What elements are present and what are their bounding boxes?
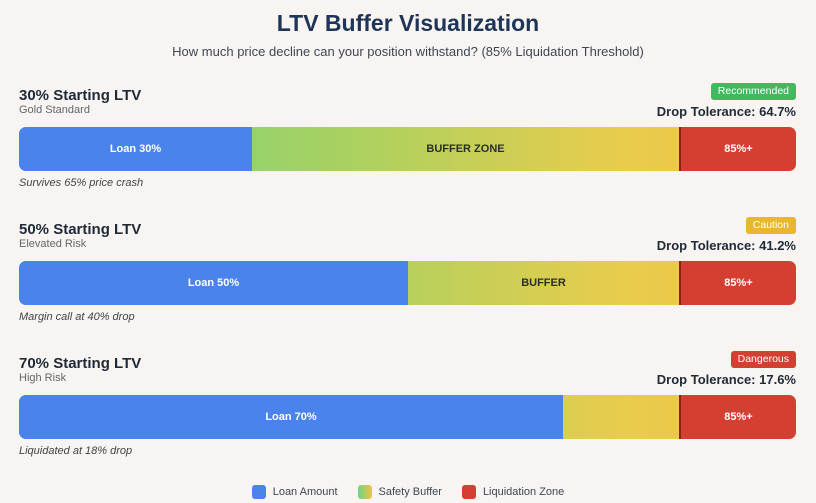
scenario-note: Liquidated at 18% drop xyxy=(19,445,133,457)
scenario-subtitle: Elevated Risk xyxy=(19,238,87,250)
drop-tolerance: Drop Tolerance: 41.2% xyxy=(656,238,796,253)
loan-segment: Loan 70% xyxy=(19,395,563,439)
liquidation-segment: 85%+ xyxy=(679,395,796,439)
scenario-1: 30% Starting LTV Gold Standard Recommended… xyxy=(19,83,796,197)
legend-label: Loan Amount xyxy=(272,486,338,498)
scenario-title: 30% Starting LTV xyxy=(19,87,142,104)
legend-swatch xyxy=(461,485,476,499)
drop-tolerance: Drop Tolerance: 64.7% xyxy=(656,104,796,119)
legend-label: Liquidation Zone xyxy=(482,486,565,498)
scenario-3: 70% Starting LTV High Risk Dangerous Drop T… xyxy=(19,351,796,465)
scenario-subtitle: Gold Standard xyxy=(19,104,90,116)
page-subtitle: How much price decline can your position… xyxy=(172,44,644,59)
legend-swatch xyxy=(251,485,266,499)
buffer-segment: BUFFER xyxy=(521,277,566,289)
scenario-2: 50% Starting LTV Elevated Risk Caution Drop… xyxy=(19,217,796,331)
status-badge: Caution xyxy=(745,217,796,234)
ltv-bar: Loan 70% 85%+ xyxy=(19,395,796,439)
scenario-note: Margin call at 40% drop xyxy=(19,311,135,323)
ltv-bar: Loan 50% BUFFER 85%+ xyxy=(19,261,796,305)
buffer-segment: BUFFER ZONE xyxy=(426,143,505,155)
buffer-segment xyxy=(563,395,679,439)
drop-tolerance: Drop Tolerance: 17.6% xyxy=(656,372,796,387)
legend-item: Safety Buffer xyxy=(357,485,442,499)
liquidation-segment: 85%+ xyxy=(679,261,796,305)
scenario-title: 50% Starting LTV xyxy=(19,221,142,238)
status-badge: Dangerous xyxy=(730,351,796,368)
ltv-bar: Loan 30% BUFFER ZONE 85%+ xyxy=(19,127,796,171)
legend-label: Safety Buffer xyxy=(378,486,442,498)
scenario-subtitle: High Risk xyxy=(19,372,67,384)
scenario-title: 70% Starting LTV xyxy=(19,355,142,372)
legend-item: Liquidation Zone xyxy=(461,485,565,499)
legend: Loan Amount Safety Buffer Liquidation Zone xyxy=(0,485,816,499)
scenario-note: Survives 65% price crash xyxy=(19,177,144,189)
legend-item: Loan Amount xyxy=(251,485,338,499)
loan-segment: Loan 50% xyxy=(19,261,408,305)
liquidation-segment: 85%+ xyxy=(679,127,796,171)
status-badge: Recommended xyxy=(710,83,796,100)
loan-segment: Loan 30% xyxy=(19,127,252,171)
legend-swatch xyxy=(357,485,372,499)
page-title: LTV Buffer Visualization xyxy=(276,10,540,36)
